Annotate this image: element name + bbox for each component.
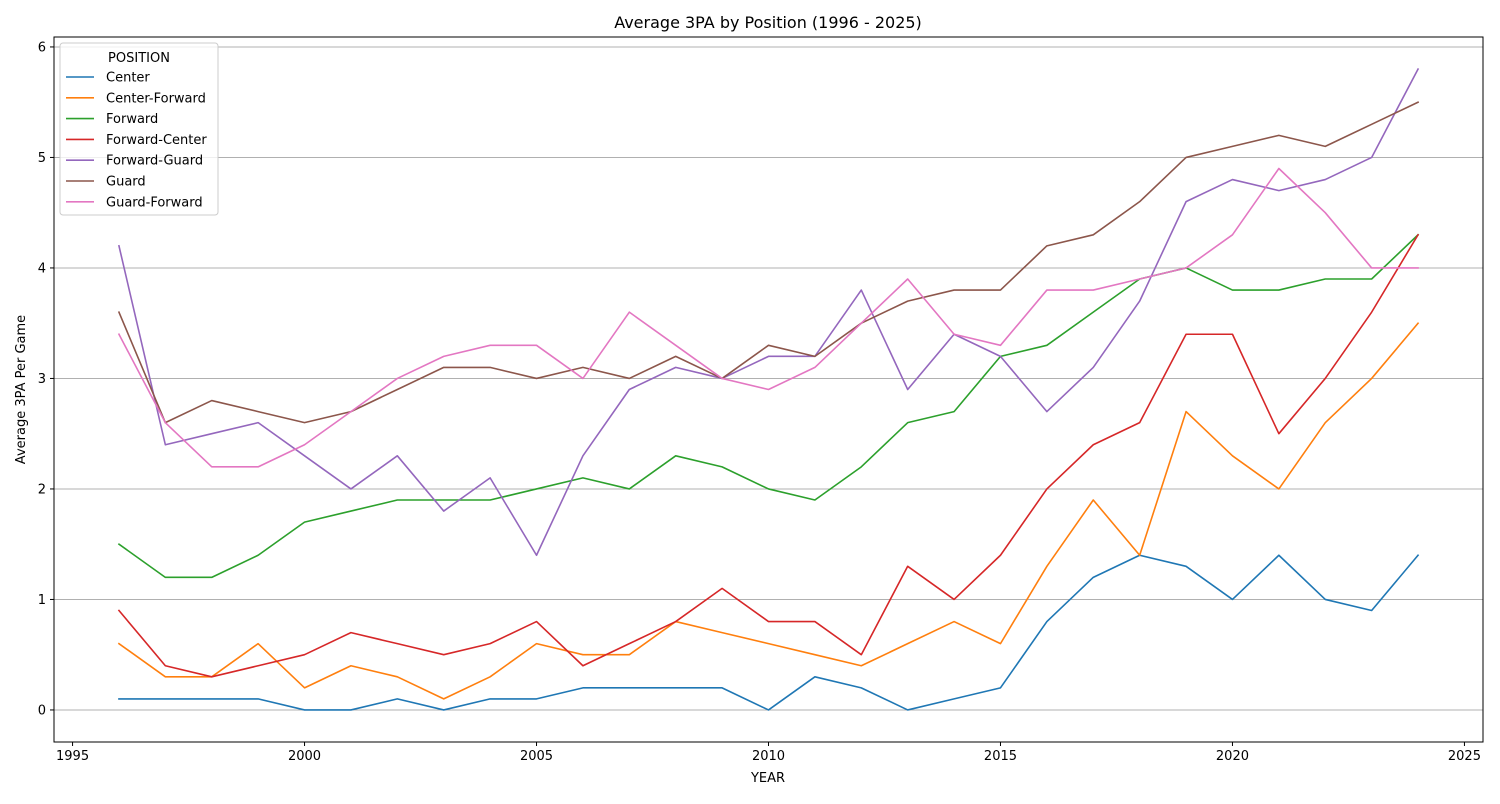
- y-axis-label: Average 3PA Per Game: [14, 315, 29, 464]
- x-tick-label-2025: 2025: [1448, 749, 1481, 764]
- series-line-guard-forward: [117, 167, 1419, 468]
- x-tick-label-2005: 2005: [520, 749, 553, 764]
- y-axis-ticks: 0 1 2 3 4 5 6: [38, 40, 54, 718]
- series-line-forward: [117, 233, 1420, 579]
- y-tick-label-2: 2: [38, 482, 46, 497]
- series-lines: [117, 67, 1420, 711]
- legend-label-guard-forward: Guard-Forward: [106, 195, 203, 210]
- x-tick-label-2015: 2015: [984, 749, 1017, 764]
- chart-title: Average 3PA by Position (1996 - 2025): [614, 13, 922, 32]
- legend-label-guard: Guard: [106, 175, 146, 190]
- gridlines: [54, 46, 1483, 711]
- legend-label-center: Center: [106, 71, 150, 86]
- y-tick-label-1: 1: [38, 593, 46, 608]
- x-tick-label-2000: 2000: [288, 749, 321, 764]
- series-line-center: [118, 554, 1420, 711]
- legend-box: [59, 42, 219, 216]
- y-tick-label-3: 3: [38, 372, 46, 387]
- series-line-forward-guard: [117, 67, 1420, 557]
- x-tick-label-2020: 2020: [1216, 749, 1249, 764]
- legend-label-forward-center: Forward-Center: [106, 133, 207, 148]
- legend: POSITION Center Center-Forward Forward Forw…: [59, 42, 219, 216]
- x-tick-label-2010: 2010: [752, 749, 785, 764]
- y-tick-label-6: 6: [38, 40, 46, 55]
- x-tick-label-1995: 1995: [56, 749, 89, 764]
- series-line-center-forward: [117, 322, 1420, 700]
- x-axis-label: YEAR: [750, 771, 785, 786]
- y-tick-label-4: 4: [38, 261, 46, 276]
- y-tick-label-5: 5: [38, 151, 46, 166]
- series-line-guard: [117, 101, 1420, 424]
- legend-label-forward-guard: Forward-Guard: [106, 154, 203, 169]
- x-axis-ticks: 1995 2000 2005 2010 2015 2020 2025: [56, 742, 1481, 764]
- legend-items: Center Center-Forward Forward Forward-Cente…: [66, 71, 207, 210]
- y-tick-label-0: 0: [38, 703, 46, 718]
- legend-label-center-forward: Center-Forward: [106, 91, 206, 106]
- legend-label-forward: Forward: [106, 112, 158, 127]
- legend-title: POSITION: [108, 51, 170, 66]
- series-line-forward-center: [117, 233, 1420, 678]
